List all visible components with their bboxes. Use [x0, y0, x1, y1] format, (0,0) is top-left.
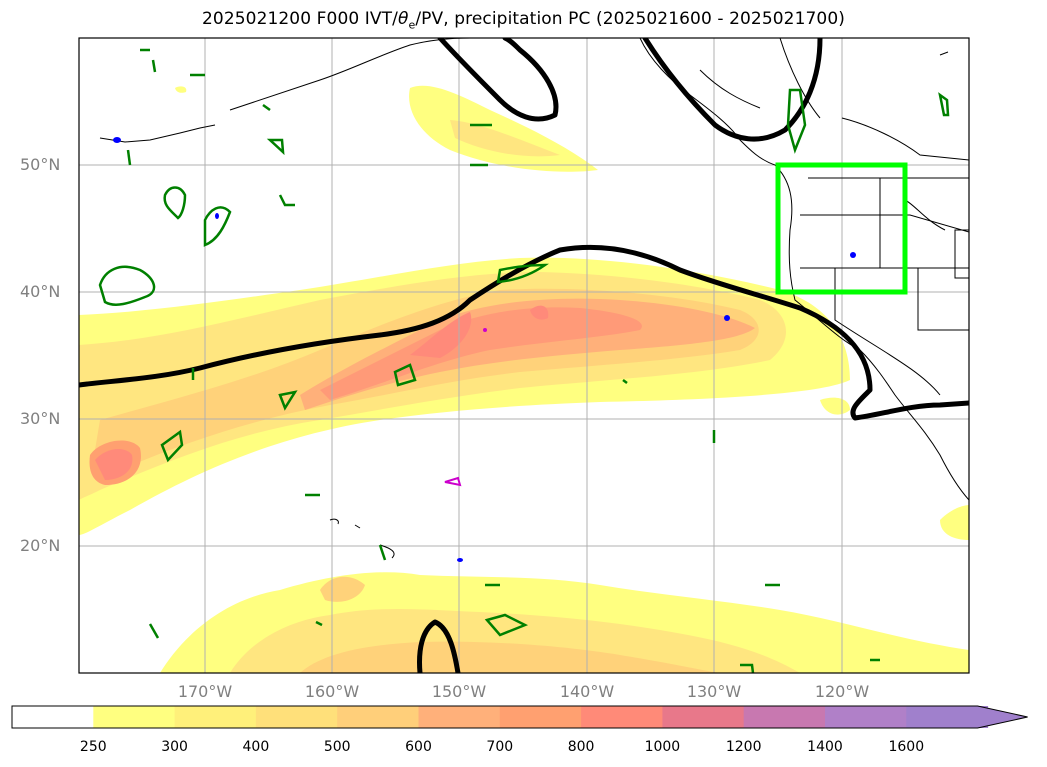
- colorbar-tick-label: 500: [323, 739, 351, 755]
- colorbar-segment: [12, 706, 94, 728]
- colorbar-segment: [906, 706, 989, 728]
- highlight-box: [775, 162, 908, 295]
- pv-contours: [79, 38, 969, 673]
- title-theta: θ: [397, 9, 409, 29]
- title-prefix: 2025021200 F000 IVT/: [201, 9, 398, 29]
- colorbar-tick-label: 1200: [725, 739, 762, 755]
- colorbar-segment: [174, 706, 257, 728]
- colorbar-tick-label: 1000: [644, 739, 681, 755]
- colorbar-segment: [825, 706, 907, 728]
- lon-label-130w: 130°W: [686, 682, 742, 701]
- title-subscript: e: [408, 18, 416, 32]
- ivt-filled-contours: [79, 85, 969, 673]
- precip-spots: [113, 137, 856, 562]
- colorbar-tick-label: 700: [486, 739, 514, 755]
- colorbar-tick-label: 1400: [807, 739, 843, 755]
- lat-label-20n: 20°N: [20, 536, 61, 555]
- map-frame: [78, 37, 970, 674]
- colorbar-segment: [255, 706, 338, 728]
- lon-label-160w: 160°W: [304, 682, 360, 701]
- colorbar-segment: [499, 706, 582, 728]
- colorbar-tick-label: 400: [242, 739, 270, 755]
- theta-e-contours: [98, 48, 950, 673]
- colorbar: [11, 705, 1028, 729]
- page-title: 2025021200 F000 IVT/θe/PV, precipitation…: [0, 9, 1047, 31]
- colorbar-segment: [743, 706, 826, 728]
- colorbar-tick-label: 600: [405, 739, 432, 755]
- colorbar-outline: [11, 705, 1028, 729]
- colorbar-tick-label: 250: [79, 739, 107, 755]
- colorbar-segment: [337, 706, 419, 728]
- colorbar-tick-label: 300: [161, 739, 188, 755]
- colorbar-tick-label: 800: [567, 739, 595, 755]
- lat-label-50n: 50°N: [20, 155, 61, 174]
- lon-label-120w: 120°W: [814, 682, 870, 701]
- lon-label-140w: 140°W: [559, 682, 615, 701]
- colorbar-segment: [662, 706, 745, 728]
- coastlines: [99, 38, 969, 559]
- title-suffix: /PV, precipitation PC (2025021600 - 2025…: [415, 9, 845, 29]
- colorbar-segment: [93, 706, 176, 728]
- lat-label-30n: 30°N: [20, 409, 61, 428]
- colorbar-extend-arrow: [977, 706, 1028, 728]
- colorbar-segment: [581, 706, 663, 728]
- map-layers: [79, 38, 969, 673]
- colorbar-segment: [418, 706, 501, 728]
- colorbar-tick-label: 1600: [888, 739, 925, 755]
- lon-label-170w: 170°W: [177, 682, 233, 701]
- lat-label-40n: 40°N: [20, 282, 61, 301]
- lon-label-150w: 150°W: [431, 682, 487, 701]
